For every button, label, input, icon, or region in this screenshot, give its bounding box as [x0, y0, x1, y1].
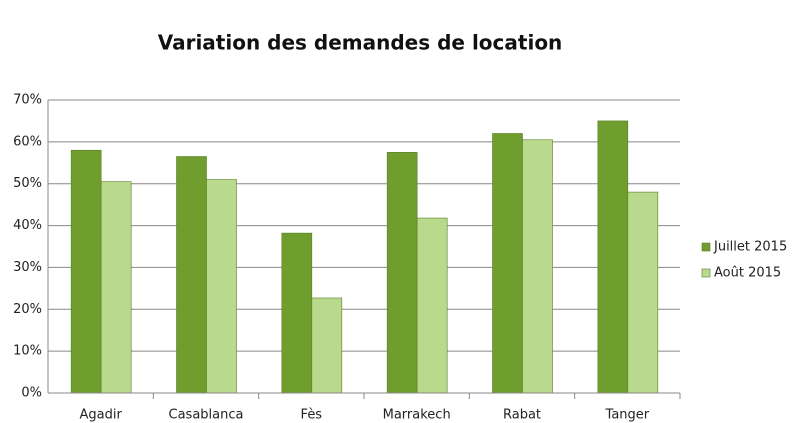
- bar: [311, 297, 343, 394]
- y-tick-label: 0%: [21, 386, 42, 401]
- y-tick-label: 70%: [13, 93, 42, 108]
- bar: [416, 217, 448, 394]
- bar: [206, 179, 237, 394]
- bar: [522, 139, 553, 394]
- x-tick-label: Marrakech: [383, 408, 451, 423]
- x-tick-label: Fès: [301, 408, 323, 423]
- x-tick-label: Agadir: [80, 408, 123, 423]
- y-tick-label: 50%: [13, 176, 42, 191]
- bar: [100, 181, 132, 394]
- y-tick-label: 20%: [13, 302, 42, 317]
- bar: [492, 133, 523, 394]
- bar: [176, 156, 207, 394]
- x-tick-label: Casablanca: [169, 408, 244, 423]
- x-tick-label: Tanger: [605, 408, 650, 423]
- y-tick-label: 60%: [13, 134, 42, 149]
- bar: [281, 232, 313, 394]
- y-tick-label: 40%: [13, 218, 42, 233]
- legend-swatch: [701, 268, 711, 278]
- legend-label: Août 2015: [714, 266, 781, 281]
- y-tick-label: 30%: [13, 260, 42, 275]
- bar: [597, 120, 629, 394]
- x-tick-label: Rabat: [503, 408, 541, 423]
- bar: [627, 191, 659, 394]
- y-tick-label: 10%: [13, 344, 42, 359]
- chart-title: Variation des demandes de location: [158, 31, 563, 55]
- legend-label: Juillet 2015: [713, 240, 787, 255]
- bar: [70, 149, 102, 394]
- bar: [386, 152, 418, 394]
- legend-swatch: [701, 242, 711, 252]
